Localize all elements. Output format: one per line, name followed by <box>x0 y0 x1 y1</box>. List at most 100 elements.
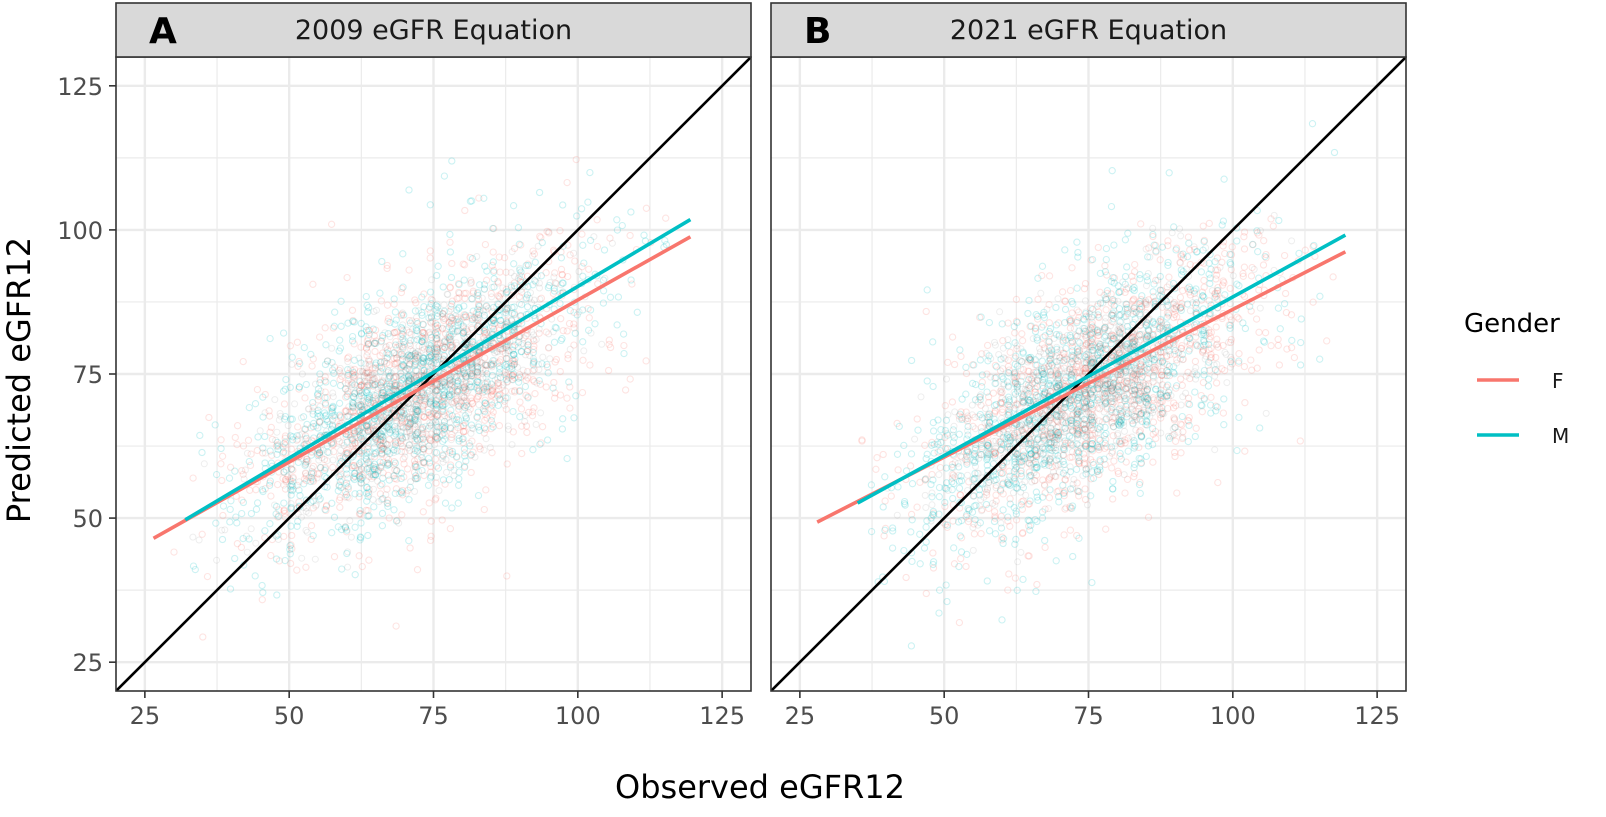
data-point <box>1185 421 1193 430</box>
data-point <box>376 358 385 367</box>
data-point <box>1150 298 1158 306</box>
data-point <box>968 361 977 369</box>
data-point <box>448 387 456 394</box>
data-point <box>550 378 558 387</box>
data-point <box>411 361 419 370</box>
data-point <box>478 294 486 302</box>
data-point <box>996 446 1005 454</box>
data-point <box>1094 467 1102 476</box>
data-point <box>418 337 426 346</box>
data-point <box>536 232 544 241</box>
data-point <box>378 445 386 453</box>
data-point <box>517 300 526 309</box>
data-point <box>613 321 621 329</box>
data-point <box>459 402 468 410</box>
data-point <box>433 401 441 410</box>
data-point <box>411 421 419 428</box>
data-point <box>463 338 471 346</box>
data-point <box>356 462 363 469</box>
data-point <box>1060 349 1068 358</box>
data-point <box>280 532 288 541</box>
data-point <box>371 450 379 458</box>
data-point <box>571 257 579 265</box>
data-point <box>986 413 994 421</box>
data-point <box>984 441 992 449</box>
data-point <box>446 461 455 469</box>
data-point <box>490 224 498 233</box>
data-point <box>1164 261 1172 270</box>
data-point <box>446 381 454 389</box>
data-point <box>321 399 330 407</box>
data-point <box>397 428 405 436</box>
data-point <box>490 320 498 328</box>
data-point <box>349 403 357 411</box>
data-point <box>1019 529 1027 537</box>
data-point <box>509 357 517 365</box>
data-point <box>1075 459 1084 468</box>
data-point <box>1086 445 1095 453</box>
data-point <box>329 412 337 420</box>
data-point <box>495 312 503 320</box>
data-point <box>483 267 491 275</box>
data-point <box>1156 272 1164 281</box>
data-point <box>369 467 377 475</box>
data-point <box>462 457 470 465</box>
data-point <box>1164 394 1172 402</box>
data-point <box>984 439 992 447</box>
data-point <box>529 408 537 416</box>
data-point <box>369 381 377 389</box>
data-point <box>429 362 437 370</box>
data-point <box>1019 428 1028 437</box>
data-point <box>289 466 297 474</box>
data-point <box>1087 362 1095 370</box>
data-point <box>445 334 453 343</box>
data-point <box>1163 366 1171 375</box>
data-point <box>523 347 531 356</box>
data-point <box>397 414 406 422</box>
data-point <box>417 360 425 367</box>
data-point <box>301 470 310 478</box>
data-point <box>316 417 324 425</box>
data-point <box>587 329 595 337</box>
data-point <box>464 363 472 371</box>
data-point <box>474 310 483 319</box>
data-point <box>412 409 420 418</box>
data-point <box>1046 440 1055 448</box>
data-point <box>1093 326 1102 334</box>
data-point <box>464 387 472 395</box>
data-point <box>524 260 532 268</box>
data-point <box>557 336 565 345</box>
data-point <box>317 387 325 395</box>
data-point <box>405 328 413 337</box>
data-point <box>1101 400 1109 408</box>
data-point <box>1109 352 1118 361</box>
data-point <box>502 405 510 413</box>
data-point <box>1158 371 1166 379</box>
data-point <box>1193 248 1201 256</box>
data-point <box>1131 385 1139 394</box>
data-point <box>983 577 991 585</box>
data-point <box>1031 385 1039 393</box>
x-tick-label: 25 <box>130 702 161 730</box>
data-point <box>312 422 320 430</box>
data-point <box>916 478 924 486</box>
data-point <box>1149 230 1157 239</box>
data-point <box>369 376 377 384</box>
data-point <box>433 321 442 330</box>
data-point <box>343 449 351 457</box>
data-point <box>1020 453 1028 461</box>
data-point <box>494 375 502 383</box>
data-point <box>1218 258 1226 266</box>
data-point <box>357 319 365 328</box>
data-point <box>343 438 351 446</box>
data-point <box>398 442 407 451</box>
data-point <box>363 465 371 473</box>
data-point <box>1083 350 1091 359</box>
data-point <box>475 420 483 428</box>
data-point <box>397 332 405 341</box>
data-point <box>469 448 477 456</box>
data-point <box>480 429 488 437</box>
data-point <box>501 401 508 409</box>
data-point <box>254 433 262 441</box>
data-point <box>1207 350 1215 359</box>
